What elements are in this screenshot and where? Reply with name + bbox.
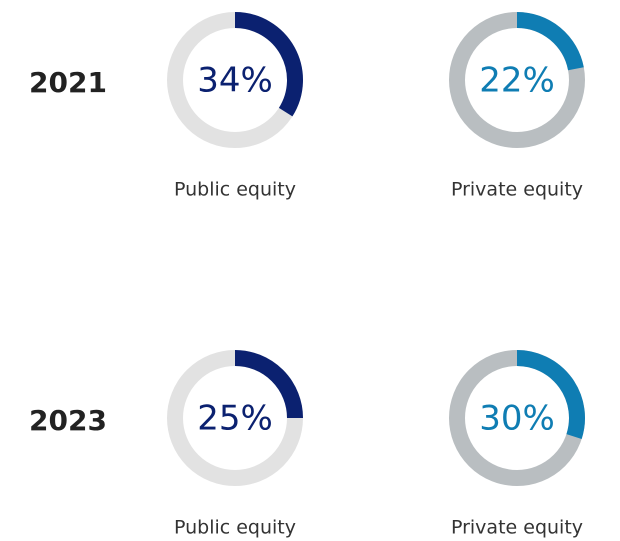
value-label: 30% bbox=[479, 399, 555, 439]
category-label: Public equity bbox=[174, 517, 296, 539]
category-label: Public equity bbox=[174, 179, 296, 201]
value-label: 25% bbox=[197, 399, 273, 439]
donut-arc bbox=[234, 12, 303, 117]
donut-arc bbox=[516, 12, 584, 71]
value-label: 34% bbox=[197, 61, 273, 101]
value-label: 22% bbox=[479, 61, 555, 101]
donut-arc bbox=[234, 350, 303, 419]
donut-arc bbox=[516, 350, 585, 440]
year-label: 2021 bbox=[29, 66, 107, 99]
year-label: 2023 bbox=[29, 404, 107, 437]
category-label: Private equity bbox=[451, 517, 583, 539]
category-label: Private equity bbox=[451, 179, 583, 201]
